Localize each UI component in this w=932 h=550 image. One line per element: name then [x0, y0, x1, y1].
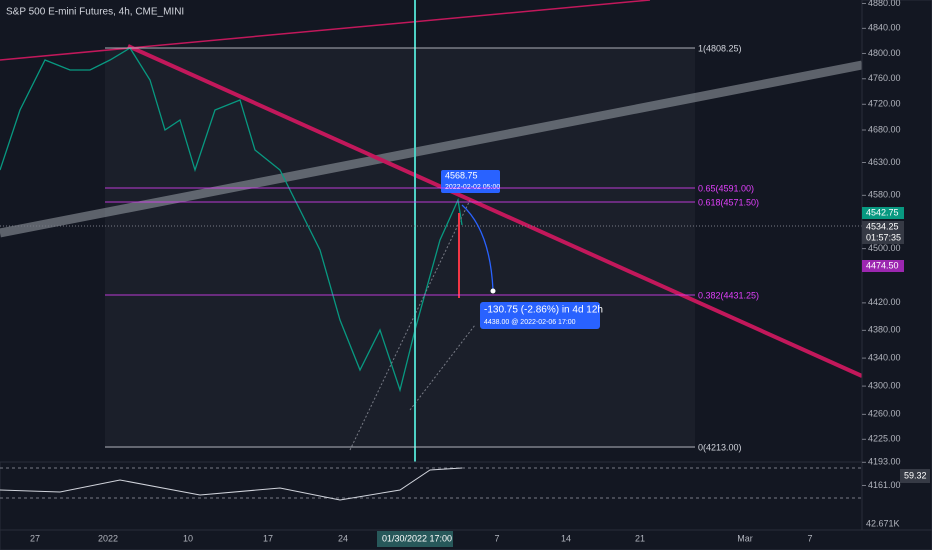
projection-arrow: [461, 204, 494, 291]
price-badge: [862, 207, 904, 219]
price-badge: [862, 260, 904, 272]
price-tick-label: 4800.00: [868, 48, 901, 58]
price-tick-label: 4300.00: [868, 380, 901, 390]
resistance-line: [127, 44, 863, 378]
high-time: 2022-02-02 05:00: [445, 184, 500, 191]
time-label: 27: [30, 533, 40, 543]
price-tick-label: 4260.00: [868, 409, 901, 419]
price-tick-label: 4680.00: [868, 124, 901, 134]
price-badge: [862, 221, 904, 233]
price-badge-label: 4474.50: [866, 260, 899, 270]
volume-value: 42.671K: [866, 518, 900, 528]
time-label: Mar: [737, 533, 753, 543]
time-label: 01/30/2022 17:00: [382, 533, 452, 543]
price-badge-label: 01:57:35: [866, 232, 901, 242]
price-tick-label: 4500.00: [868, 243, 901, 253]
channel: [409, 324, 476, 411]
projection-box: [480, 302, 600, 329]
price-tick-label: 4420.00: [868, 297, 901, 307]
time-label: 10: [183, 533, 193, 543]
price-tick-label: 4380.00: [868, 325, 901, 335]
price-badge-label: 4534.25: [866, 221, 899, 231]
price-tick-label: 4580.00: [868, 190, 901, 200]
price-line: [0, 47, 463, 393]
fib-label: 0.65(4591.00): [698, 183, 754, 193]
projection-target: 4438.00 @ 2022-02-06 17:00: [484, 319, 576, 326]
projection-change: -130.75 (-2.86%) in 4d 12h: [484, 305, 603, 316]
channel-line: [0, 60, 863, 238]
price-tick-label: 4840.00: [868, 23, 901, 33]
price-badge-label: 4542.75: [866, 207, 899, 217]
price-tick-label: 4193.00: [868, 457, 901, 467]
time-label: 24: [338, 533, 348, 543]
time-label: 7: [494, 533, 499, 543]
price-tick-label: 4760.00: [868, 73, 901, 83]
price-tick-label: 4880.00: [868, 0, 901, 8]
indicator-panel: [0, 461, 863, 531]
time-label: 14: [561, 533, 571, 543]
time-cursor-label: [377, 531, 453, 547]
time-axis: [0, 529, 932, 550]
time-label: 21: [635, 533, 645, 543]
symbol-title: S&P 500 E-mini Futures, 4h, CME_MINI: [6, 7, 184, 18]
price-tick-label: 4161.00: [868, 480, 901, 490]
indicator-line: [0, 467, 463, 501]
high-label-box: [441, 170, 500, 193]
time-label: 17: [263, 533, 273, 543]
high-price: 4568.75: [445, 170, 478, 180]
fib-label: 1(4808.25): [698, 43, 742, 53]
time-label: 7: [807, 533, 812, 543]
price-tick-label: 4225.00: [868, 434, 901, 444]
time-label: 2022: [98, 533, 118, 543]
indicator-badge: [900, 469, 930, 483]
indicator-value: 59.32: [904, 470, 927, 480]
price-tick-label: 4720.00: [868, 99, 901, 109]
trend-line: [0, 0, 651, 61]
fib-label: 0.618(4571.50): [698, 197, 759, 207]
fib-label: 0.382(4431.25): [698, 290, 759, 300]
fib-label: 0(4213.00): [698, 442, 742, 452]
price-tick-label: 4630.00: [868, 157, 901, 167]
projection-point: [490, 288, 496, 294]
price-badge: [862, 232, 904, 244]
price-tick-label: 4340.00: [868, 352, 901, 362]
